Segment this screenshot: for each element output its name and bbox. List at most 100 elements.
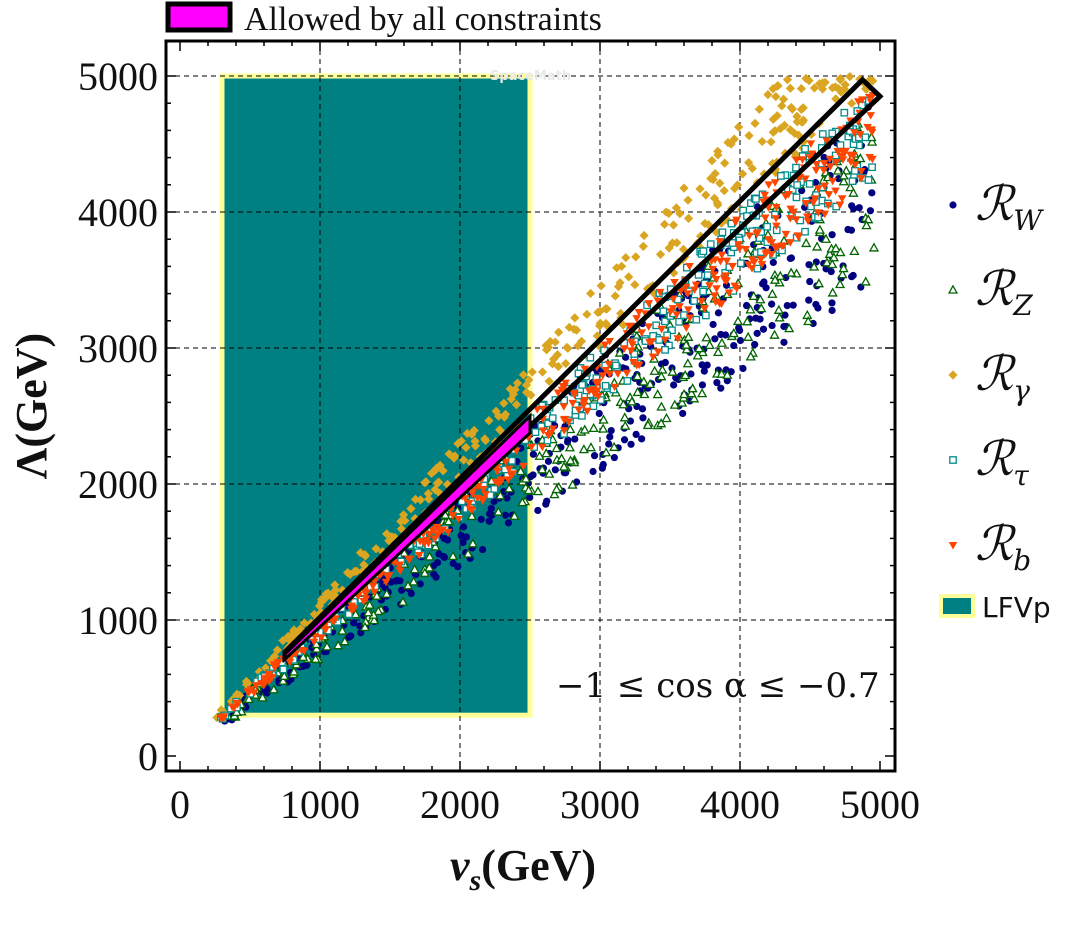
data-point-Z [834,278,846,289]
data-point-b [835,201,845,209]
data-point-γ [671,203,681,213]
data-point-W [638,435,646,443]
data-point-b [867,128,877,137]
data-point-γ [615,278,625,288]
data-point-Z [558,461,570,471]
data-point-γ [487,446,497,456]
data-point-τ [586,353,595,362]
data-point-Z [467,538,478,548]
data-point-W [698,381,707,389]
data-point-b [598,372,608,380]
data-point-b [532,406,542,414]
data-point-Z [310,653,321,663]
data-point-τ [805,180,814,188]
data-point-b [493,468,502,476]
data-point-b [605,370,615,379]
data-point-γ [459,455,469,465]
data-point-b [590,390,600,398]
data-point-b [749,258,759,267]
data-point-W [345,633,353,641]
data-point-γ [563,343,573,353]
data-point-b [825,155,835,164]
data-point-Z [811,241,823,251]
data-point-Z [363,607,374,617]
data-point-γ [773,81,783,91]
data-point-W [762,284,770,292]
data-point-W [844,225,852,234]
data-point-Z [808,261,820,271]
data-point-b [824,191,834,199]
data-point-Z [661,412,672,423]
data-point-γ [314,601,325,611]
data-point-W [478,545,487,554]
data-point-b [806,140,816,148]
data-point-b [764,236,773,244]
data-point-b [504,465,514,474]
data-point-Z [371,590,382,600]
legend-label-W: ℛW [975,176,1044,237]
data-point-γ [713,146,723,156]
data-point-b [855,131,865,139]
frame-ticks [166,41,895,771]
data-point-W [571,435,579,443]
data-point-τ [706,240,715,249]
data-point-b [709,271,719,279]
data-point-W [350,619,358,627]
data-point-τ [490,485,499,493]
data-point-Z [493,506,504,516]
data-point-Z [745,304,756,314]
data-point-Z [619,412,630,422]
data-point-γ [720,158,730,168]
data-point-γ [707,156,717,166]
data-point-Z [769,274,781,284]
data-point-γ [438,466,448,476]
data-point-b [259,682,269,690]
data-point-γ [729,183,740,194]
data-point-W [730,341,738,350]
data-point-γ [734,122,744,132]
data-point-γ [550,337,560,347]
data-point-Z [339,636,350,646]
data-point-τ [777,172,785,180]
data-point-γ [544,376,554,386]
data-point-Z [745,351,756,361]
data-point-W [736,326,744,335]
data-point-W [786,254,794,263]
data-point-b [666,308,675,316]
data-point-Z [424,562,435,572]
data-point-Z [588,422,599,433]
data-point-Z [820,233,832,243]
data-point-γ [470,436,480,446]
data-point-b [644,323,654,331]
data-point-b [720,276,730,285]
data-point-W [407,589,415,598]
data-point-Z [639,388,650,399]
data-point-γ [521,387,532,397]
data-point-Z [504,483,515,493]
data-point-b [465,505,475,514]
data-point-b [745,232,754,240]
data-point-τ [702,311,710,320]
allowed-region-band [283,412,532,663]
data-point-b [527,443,536,452]
data-point-b [685,263,694,271]
data-point-b [613,370,623,379]
data-point-γ [261,663,271,673]
data-point-b [708,265,718,274]
data-point-W [488,511,496,519]
data-point-b [548,425,558,434]
data-point-Z [632,386,643,397]
data-point-b [712,285,721,293]
data-point-Z [774,312,785,322]
data-point-b [864,94,874,102]
data-point-b [415,537,425,546]
data-point-Z [838,176,849,186]
data-point-Z [408,576,419,586]
data-point-Z [600,447,612,457]
data-point-τ [574,369,583,378]
data-point-γ [331,585,341,595]
data-point-γ [617,261,627,271]
data-point-b [626,323,635,331]
data-point-W [299,662,307,670]
data-point-Z [784,323,795,333]
